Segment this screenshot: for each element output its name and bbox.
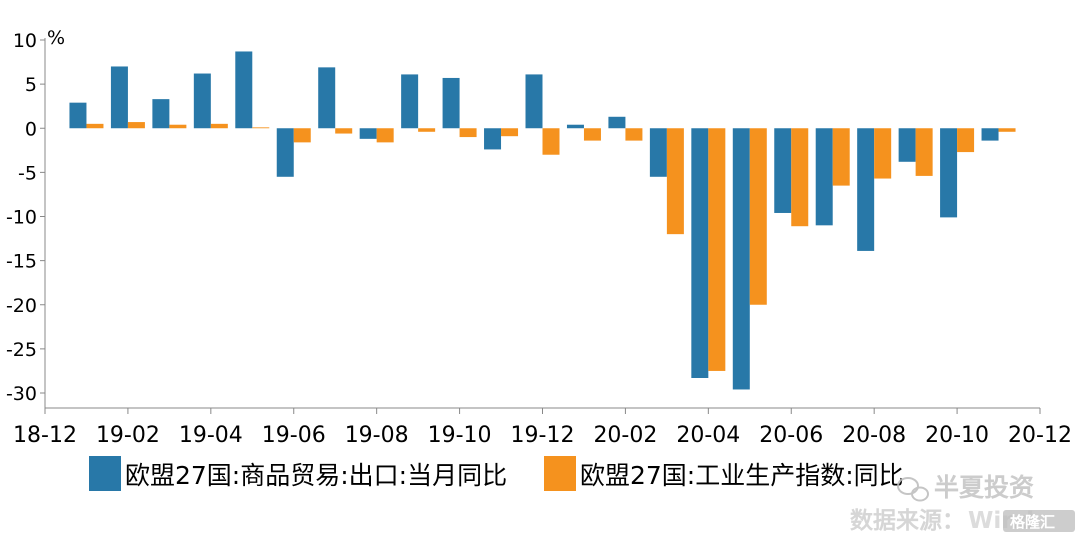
x-tick-label: 20-10	[925, 423, 989, 448]
y-tick-label: -5	[18, 162, 37, 184]
bar-export-19-06	[276, 128, 294, 177]
y-tick-label: -25	[6, 339, 37, 361]
x-tick-label: 19-02	[96, 423, 160, 448]
bar-industrial-20-04	[708, 128, 726, 371]
bar-export-19-11	[484, 128, 502, 150]
bar-export-20-08	[857, 128, 875, 251]
x-tick-label: 19-08	[345, 423, 409, 448]
watermark-source: 数据来源：	[850, 508, 965, 533]
bar-export-20-10	[940, 128, 958, 218]
legend-label-export: 欧盟27国:商品贸易:出口:当月同比	[125, 461, 507, 490]
y-tick-label: -15	[6, 251, 37, 273]
x-tick-label: 19-04	[179, 423, 243, 448]
legend-swatch-export	[89, 456, 121, 491]
legend: 欧盟27国:商品贸易:出口:当月同比 欧盟27国:工业生产指数:同比	[89, 456, 904, 491]
bar-industrial-20-07	[832, 128, 850, 186]
legend-swatch-industrial	[544, 456, 576, 491]
bar-industrial-19-07	[335, 128, 353, 134]
y-tick-label: -20	[6, 295, 37, 317]
y-tick-label: 0	[25, 118, 37, 140]
legend-label-industrial: 欧盟27国:工业生产指数:同比	[580, 461, 904, 490]
bar-export-19-01	[69, 102, 87, 129]
x-tick-label: 20-08	[842, 423, 906, 448]
bar-industrial-19-12	[542, 128, 560, 155]
watermark-badge: 格隆汇	[1010, 513, 1055, 531]
y-tick-label: 5	[25, 74, 37, 96]
watermark: 半夏投资 数据来源： Wind 格隆汇	[850, 473, 1075, 533]
bar-export-19-12	[525, 74, 543, 129]
bar-export-19-03	[152, 99, 170, 129]
bar-industrial-20-11	[998, 128, 1016, 132]
bar-export-20-05	[732, 128, 750, 390]
bar-industrial-19-08	[376, 128, 394, 143]
x-tick-label: 18-12	[13, 423, 77, 448]
bar-industrial-19-11	[501, 128, 519, 137]
bar-export-20-03	[649, 128, 667, 177]
bar-industrial-20-06	[791, 128, 809, 227]
y-axis: 10 5 0 -5 -10 -15 -20 -25 -30	[6, 30, 46, 408]
x-tick-label: 20-04	[676, 423, 740, 448]
bar-industrial-20-05	[749, 128, 767, 305]
watermark-badge-bg	[1003, 510, 1075, 532]
x-tick-label: 19-12	[511, 423, 575, 448]
x-tick-label: 19-10	[428, 423, 492, 448]
bar-export-20-07	[815, 128, 833, 226]
bar-export-19-02	[110, 66, 128, 129]
bar-industrial-19-03	[169, 124, 187, 129]
bar-export-20-11	[981, 128, 999, 141]
bar-export-20-02	[608, 116, 626, 129]
bar-industrial-19-01	[86, 123, 104, 129]
y-tick-label: 10	[13, 30, 37, 52]
bar-industrial-19-04	[210, 123, 228, 129]
bar-export-19-10	[442, 77, 460, 129]
plot-area	[69, 51, 1016, 390]
x-tick-label: 20-02	[593, 423, 657, 448]
y-unit-label: %	[47, 27, 65, 49]
bar-industrial-19-06	[293, 128, 311, 143]
bar-industrial-19-02	[127, 122, 145, 129]
bar-industrial-20-03	[666, 128, 684, 235]
bar-export-19-05	[235, 51, 253, 129]
bar-export-20-06	[774, 128, 792, 213]
bar-industrial-20-08	[874, 128, 892, 179]
bar-export-20-04	[691, 128, 709, 378]
bar-export-19-07	[318, 67, 336, 129]
x-tick-label: 20-06	[759, 423, 823, 448]
bar-industrial-19-05	[252, 127, 270, 129]
bar-export-20-01	[566, 124, 584, 129]
bar-export-19-08	[359, 128, 377, 139]
x-tick-label: 19-06	[262, 423, 326, 448]
bar-export-19-04	[193, 73, 211, 129]
bar-industrial-20-01	[583, 128, 601, 141]
watermark-brand: 半夏投资	[934, 473, 1034, 502]
y-tick-label: -10	[6, 207, 37, 229]
bar-industrial-19-09	[418, 128, 436, 132]
bar-industrial-20-10	[957, 128, 975, 153]
bar-industrial-20-02	[625, 128, 643, 141]
x-axis: 18-12 19-02 19-04 19-06 19-08 19-10 19-12 20-02…	[13, 407, 1072, 448]
y-tick-label: -30	[6, 383, 37, 405]
bar-export-19-09	[401, 74, 419, 129]
x-tick-label: 20-12	[1008, 423, 1072, 448]
bar-industrial-19-10	[459, 128, 477, 138]
bar-export-20-09	[898, 128, 916, 162]
wechat-icon	[897, 477, 929, 502]
bar-industrial-20-09	[915, 128, 933, 176]
